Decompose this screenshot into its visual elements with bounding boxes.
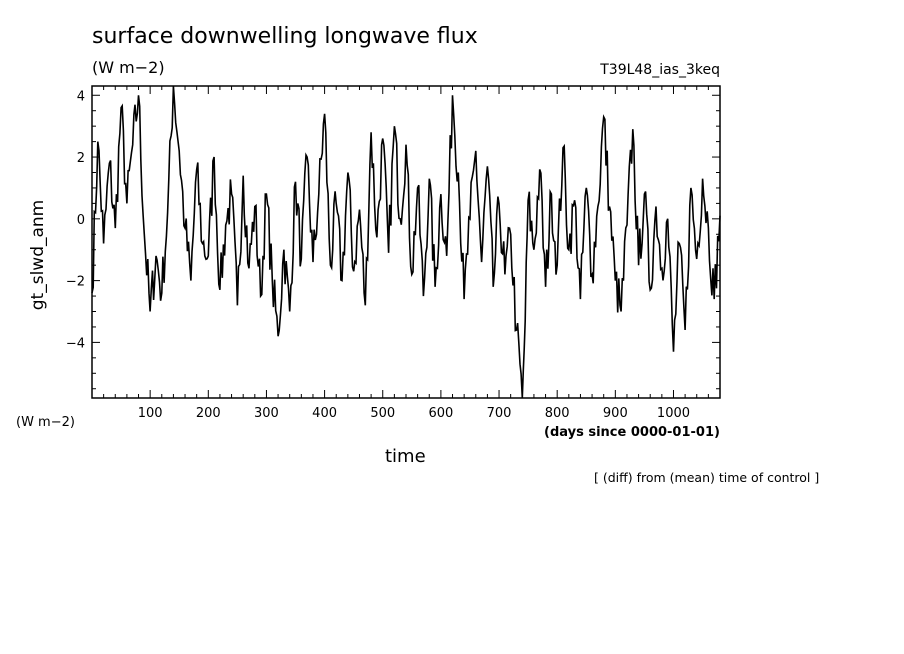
x-tick-label: 1000 [657,406,690,421]
y-tick-label: −2 [66,275,85,290]
x-tick-label: 200 [196,406,221,421]
x-tick-label: 400 [312,406,337,421]
comparison-note: [ (diff) from (mean) time of control ] [594,470,820,485]
run-label: T39L48_ias_3keq [600,62,720,78]
x-tick-label: 300 [254,406,279,421]
series-line [91,85,721,399]
x-tick-label: 800 [545,406,570,421]
x-tick-label: 900 [603,406,628,421]
plot-frame [91,85,721,399]
y-tick-label: 0 [77,213,85,228]
y-tick-label: −4 [66,336,85,351]
units-label-bottom: (W m−2) [16,415,75,430]
y-tick-label: 4 [77,89,85,104]
x-tick-label: 700 [487,406,512,421]
x-axis-units: (days since 0000-01-01) [544,425,720,440]
units-label-top: (W m−2) [92,58,165,77]
x-tick-label: 500 [370,406,395,421]
y-tick-label: 2 [77,151,85,166]
chart-title: surface downwelling longwave flux [92,24,478,49]
x-tick-label: 100 [138,406,163,421]
x-axis-label: time [385,446,426,467]
x-tick-label: 600 [428,406,453,421]
